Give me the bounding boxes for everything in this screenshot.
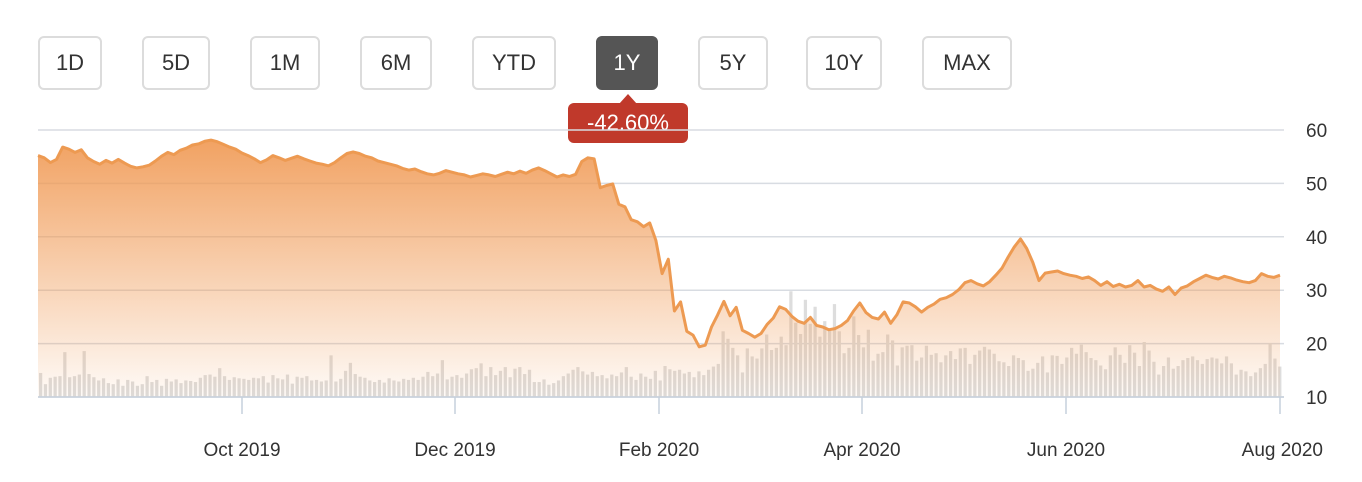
x-tick-label: Aug 2020 <box>1242 440 1323 461</box>
range-5d-button[interactable]: 5D <box>142 36 210 90</box>
range-1m-button[interactable]: 1M <box>250 36 320 90</box>
range-6m-button[interactable]: 6M <box>360 36 432 90</box>
x-tick-label: Dec 2019 <box>414 440 495 461</box>
price-area <box>37 138 1281 397</box>
x-tick-label: Feb 2020 <box>619 440 699 461</box>
range-10y-button[interactable]: 10Y <box>806 36 882 90</box>
range-ytd-button[interactable]: YTD <box>472 36 556 90</box>
range-1d-button[interactable]: 1D <box>38 36 102 90</box>
range-1y-button[interactable]: 1Y <box>596 36 658 90</box>
y-tick-label: 40 <box>1306 228 1327 249</box>
range-max-button[interactable]: MAX <box>922 36 1012 90</box>
change-badge: -42.60% <box>568 103 688 143</box>
x-tick-label: Oct 2019 <box>203 440 280 461</box>
x-tick-label: Jun 2020 <box>1027 440 1105 461</box>
y-tick-label: 50 <box>1306 174 1327 195</box>
y-tick-label: 10 <box>1306 388 1327 409</box>
change-badge-arrow <box>619 94 637 104</box>
y-tick-label: 20 <box>1306 335 1327 356</box>
y-axis: 10 20 30 40 50 60 <box>1306 121 1327 409</box>
price-line <box>37 138 1281 349</box>
range-selector: 1D 5D 1M 6M YTD 1Y 5Y 10Y MAX <box>0 0 1362 100</box>
x-axis: Oct 2019 Dec 2019 Feb 2020 Apr 2020 Jun 2020… <box>38 396 1323 461</box>
range-5y-button[interactable]: 5Y <box>698 36 768 90</box>
y-tick-label: 30 <box>1306 281 1327 302</box>
price-area-fill <box>38 140 1280 397</box>
x-tick-label: Apr 2020 <box>823 440 900 461</box>
y-tick-label: 60 <box>1306 121 1327 142</box>
